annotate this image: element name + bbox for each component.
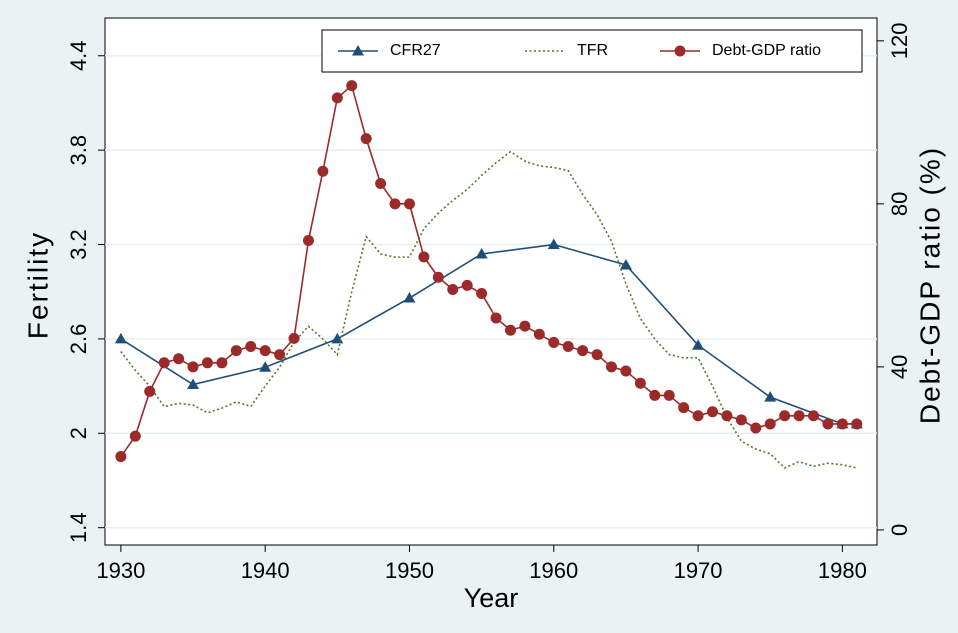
point	[403, 198, 415, 210]
point	[533, 328, 545, 340]
point	[173, 353, 185, 365]
x-tick-label: 1970	[674, 558, 723, 583]
point	[519, 320, 531, 332]
plot-area	[104, 17, 878, 546]
point	[504, 324, 516, 336]
point	[605, 361, 617, 373]
point	[432, 271, 444, 283]
series-line	[120, 150, 857, 469]
y2-tick-label: 120	[887, 22, 912, 59]
point	[403, 292, 416, 303]
point	[562, 341, 574, 353]
point	[851, 418, 863, 430]
x-tick-label: 1940	[241, 558, 290, 583]
point	[187, 378, 200, 390]
point	[663, 389, 675, 401]
point	[201, 357, 213, 369]
y-tick-label: 4.4	[66, 40, 91, 71]
y2-tick-label: 80	[887, 192, 912, 216]
series-line	[120, 84, 857, 458]
marks	[114, 80, 863, 469]
y-axis-title: Fertility	[22, 231, 53, 339]
point	[750, 422, 762, 434]
point	[187, 361, 199, 373]
point	[230, 345, 242, 357]
y2-tick-label: 0	[887, 524, 912, 536]
legend-marker	[352, 45, 364, 56]
point	[577, 345, 589, 357]
point	[490, 312, 502, 324]
point	[808, 410, 820, 422]
point	[591, 349, 603, 361]
point	[547, 238, 560, 250]
point	[779, 410, 791, 422]
y-tick-label: 2.6	[66, 324, 91, 355]
point	[375, 177, 387, 189]
point	[418, 251, 430, 263]
legend-label: Debt-GDP ratio	[712, 42, 821, 59]
point	[346, 80, 358, 92]
point	[461, 279, 473, 291]
x-tick-label: 1950	[385, 558, 434, 583]
point	[764, 391, 777, 402]
y-tick-label: 1.4	[66, 512, 91, 543]
point	[129, 430, 141, 442]
x-tick-label: 1980	[818, 558, 867, 583]
y-tick-label: 2	[66, 427, 91, 439]
point	[317, 165, 329, 177]
legend-label: TFR	[577, 42, 608, 59]
y-tick-label: 3.8	[66, 135, 91, 166]
point	[144, 385, 156, 397]
point	[735, 414, 747, 426]
point	[678, 402, 690, 414]
point	[649, 389, 661, 401]
point	[706, 406, 718, 418]
point	[836, 418, 848, 430]
point	[360, 133, 372, 145]
point	[245, 341, 257, 353]
legend-label: CFR27	[390, 42, 441, 59]
point	[634, 377, 646, 389]
point	[822, 418, 834, 430]
point	[259, 361, 272, 372]
y2-tick-label: 40	[887, 355, 912, 379]
point	[548, 336, 560, 348]
x-tick-label: 1930	[96, 558, 145, 583]
point	[331, 92, 343, 104]
point	[259, 345, 271, 357]
point	[288, 332, 300, 344]
point	[447, 283, 459, 295]
point	[619, 258, 632, 270]
y-tick-label: 3.2	[66, 229, 91, 260]
point	[620, 365, 632, 377]
point	[115, 451, 127, 463]
point	[389, 198, 401, 210]
legend-marker	[674, 45, 686, 57]
point	[274, 349, 286, 361]
y2-axis-title: Debt-GDP ratio (%)	[914, 146, 945, 424]
legend	[321, 29, 863, 73]
point	[793, 410, 805, 422]
series-line	[120, 243, 857, 425]
point	[302, 235, 314, 247]
point	[721, 410, 733, 422]
point	[475, 247, 488, 259]
point	[692, 410, 704, 422]
point	[216, 357, 228, 369]
point	[476, 288, 488, 300]
point	[158, 357, 170, 369]
point	[114, 332, 127, 344]
point	[764, 418, 776, 430]
point	[692, 339, 705, 350]
x-tick-label: 1960	[529, 558, 578, 583]
x-axis-title: Year	[464, 583, 519, 613]
